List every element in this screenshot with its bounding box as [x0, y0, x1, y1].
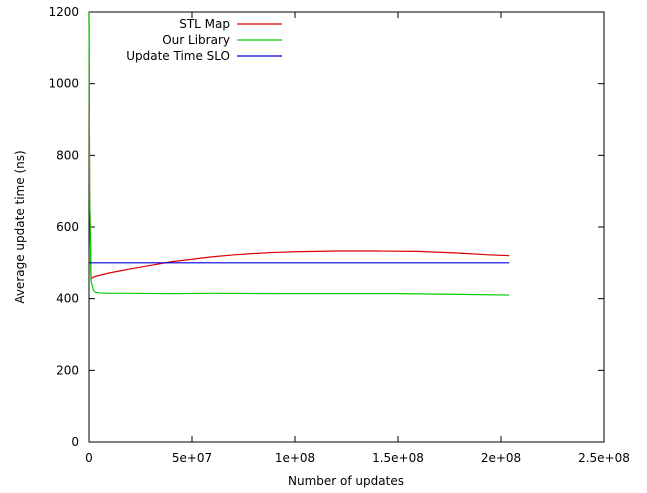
y-tick-label: 200	[56, 363, 79, 377]
y-tick-label: 800	[56, 148, 79, 162]
legend-label-update-time-slo: Update Time SLO	[126, 49, 230, 63]
x-tick-label: 5e+07	[172, 451, 212, 465]
legend-label-our-library: Our Library	[162, 33, 230, 47]
x-tick-label: 1.5e+08	[372, 451, 424, 465]
x-axis: 0 5e+07 1e+08 1.5e+08 2e+08 2.5e+08	[85, 12, 630, 465]
y-axis-title: Average update time (ns)	[13, 150, 27, 303]
legend: STL Map Our Library Update Time SLO	[126, 17, 282, 63]
series-line-our-library	[88, 11, 510, 296]
y-tick-label: 1000	[48, 77, 79, 91]
x-tick-label: 0	[85, 451, 93, 465]
y-axis: 0 200 400 600 800 1000 1200	[48, 5, 604, 449]
series-layer	[88, 11, 510, 296]
x-axis-title: Number of updates	[288, 474, 404, 488]
y-tick-label: 400	[56, 292, 79, 306]
x-tick-label: 2e+08	[481, 451, 521, 465]
x-tick-label: 2.5e+08	[578, 451, 630, 465]
series-line-stl-map	[88, 11, 510, 281]
x-tick-label: 1e+08	[275, 451, 315, 465]
y-tick-label: 0	[71, 435, 79, 449]
y-tick-label: 600	[56, 220, 79, 234]
plot-frame	[88, 11, 605, 443]
legend-label-stl-map: STL Map	[179, 17, 230, 31]
y-tick-label: 1200	[48, 5, 79, 19]
